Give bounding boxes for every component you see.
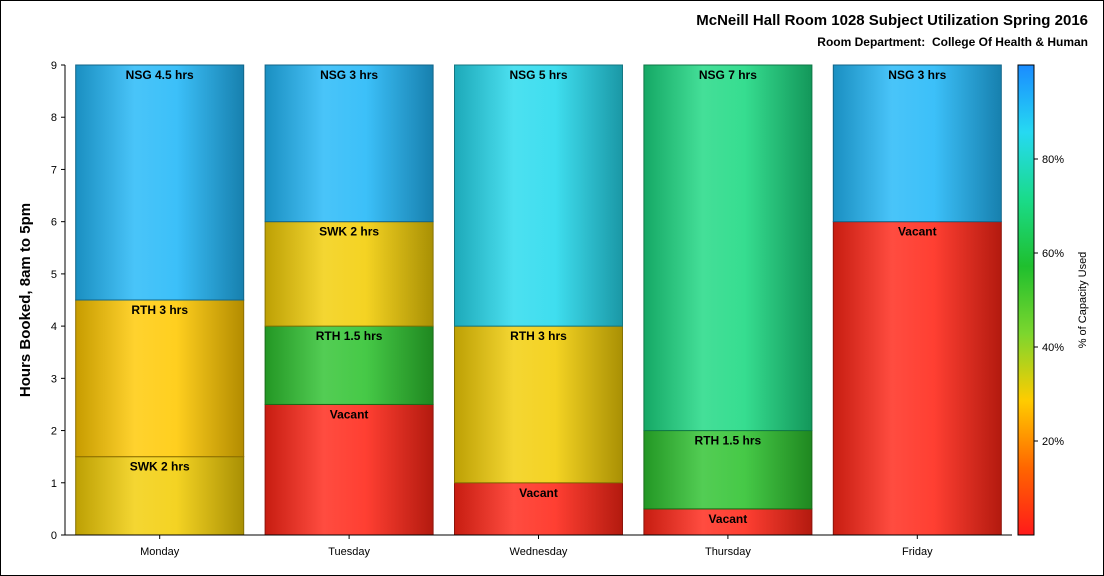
- segment-label-wednesday-2: NSG 5 hrs: [509, 68, 567, 82]
- bar-segment-monday-1: [75, 299, 245, 458]
- segment-label-thursday-1: RTH 1.5 hrs: [695, 434, 762, 448]
- y-tick-label: 1: [51, 478, 57, 490]
- y-axis-title: Hours Booked, 8am to 5pm: [17, 203, 34, 397]
- segment-label-thursday-2: NSG 7 hrs: [699, 68, 757, 82]
- y-tick-label: 9: [51, 60, 57, 72]
- x-tick-label: Thursday: [705, 546, 751, 558]
- bar-segment-thursday-1: [643, 430, 813, 510]
- x-tick-label: Tuesday: [328, 546, 370, 558]
- bar-segment-monday-0: [75, 456, 245, 536]
- y-tick-label: 6: [51, 217, 57, 229]
- y-tick-label: 3: [51, 373, 57, 385]
- segment-label-thursday-0: Vacant: [709, 512, 748, 526]
- segment-label-wednesday-1: RTH 3 hrs: [510, 329, 567, 343]
- x-tick-label: Wednesday: [510, 546, 568, 558]
- y-tick-label: 5: [51, 269, 57, 281]
- chart-subtitle: Room Department: College Of Health & Hum…: [817, 35, 1088, 49]
- subtitle-value: College Of Health & Human: [931, 35, 1088, 49]
- y-tick-label: 8: [51, 112, 57, 124]
- x-tick-label: Monday: [140, 546, 180, 558]
- colorbar-tick-label: 60%: [1042, 248, 1064, 260]
- segment-label-friday-1: NSG 3 hrs: [888, 68, 946, 82]
- x-tick-label: Friday: [902, 546, 933, 558]
- bar-segment-thursday-2: [643, 64, 813, 432]
- segment-label-tuesday-1: RTH 1.5 hrs: [316, 329, 383, 343]
- bar-segment-friday-1: [832, 64, 1002, 223]
- colorbar-tick-label: 80%: [1042, 154, 1064, 166]
- y-tick-label: 4: [51, 321, 57, 333]
- segment-label-monday-2: NSG 4.5 hrs: [126, 68, 194, 82]
- segment-label-monday-1: RTH 3 hrs: [131, 303, 188, 317]
- segment-label-friday-0: Vacant: [898, 225, 937, 239]
- bar-segment-tuesday-3: [264, 64, 434, 223]
- plot-area: SWK 2 hrs RTH 3 hrs NSG 4.5 hrs Vacant RTH 1…: [17, 60, 1089, 558]
- segment-label-wednesday-0: Vacant: [519, 486, 558, 500]
- colorbar: [1017, 64, 1035, 536]
- colorbar-title: % of Capacity Used: [1077, 252, 1089, 349]
- bar-segment-friday-0: [832, 221, 1002, 536]
- subtitle-label: Room Department:: [817, 35, 926, 49]
- y-tick-label: 2: [51, 426, 57, 438]
- bar-segment-monday-2: [75, 64, 245, 301]
- colorbar-tick-label: 40%: [1042, 342, 1064, 354]
- y-tick-label: 0: [51, 530, 57, 542]
- segment-label-tuesday-2: SWK 2 hrs: [319, 225, 379, 239]
- segment-label-monday-0: SWK 2 hrs: [130, 460, 190, 474]
- bar-segment-tuesday-0: [264, 403, 434, 536]
- y-tick-label: 7: [51, 164, 57, 176]
- chart-title: McNeill Hall Room 1028 Subject Utilizati…: [696, 12, 1088, 29]
- bar-segment-wednesday-1: [454, 325, 623, 484]
- bar-segment-wednesday-2: [454, 64, 623, 327]
- segment-label-tuesday-0: Vacant: [330, 407, 369, 421]
- segment-label-tuesday-3: NSG 3 hrs: [320, 68, 378, 82]
- colorbar-tick-label: 20%: [1042, 436, 1064, 448]
